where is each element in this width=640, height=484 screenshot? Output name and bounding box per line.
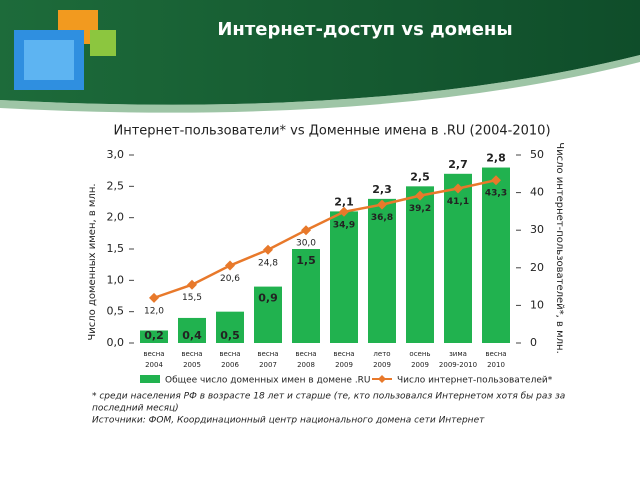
- x-tick-label: весна: [257, 350, 278, 358]
- y-tick-label: 2,5: [107, 179, 125, 192]
- line-value-label: 43,3: [485, 189, 507, 199]
- y-tick-label: 3,0: [107, 148, 125, 161]
- legend-swatch: [140, 375, 160, 383]
- y2-axis-label: Число интернет-пользователей*, в млн.: [554, 142, 565, 354]
- line-marker: [263, 244, 273, 255]
- bar-value-label: 1,5: [296, 254, 316, 267]
- line-value-label: 41,1: [447, 197, 469, 207]
- x-tick-label: весна: [181, 350, 202, 358]
- bar: [482, 167, 510, 343]
- line-value-label: 12,0: [144, 306, 164, 316]
- footnote: последний месяц): [92, 404, 179, 414]
- line-marker: [339, 206, 349, 217]
- x-tick-label: 2004: [145, 361, 163, 369]
- y-tick-label: 1,5: [107, 242, 125, 255]
- x-tick-label: 2006: [221, 361, 239, 369]
- bar-value-label: 2,8: [486, 152, 506, 165]
- y-tick-label: 0,5: [107, 305, 125, 318]
- line-value-label: 34,9: [333, 220, 355, 230]
- line-marker: [491, 175, 501, 186]
- legend-marker: [378, 375, 386, 383]
- line-marker: [225, 260, 235, 271]
- line-marker: [415, 190, 425, 201]
- bar: [368, 198, 396, 343]
- y-axis-label: Число доменных имен, в млн.: [87, 183, 98, 340]
- bar: [254, 286, 282, 343]
- line-value-label: 36,8: [371, 213, 393, 223]
- x-tick-label: весна: [143, 350, 164, 358]
- line-value-label: 20,6: [220, 274, 240, 284]
- bar-value-label: 0,2: [144, 329, 164, 342]
- chart-title: Интернет-пользователи* vs Доменные имена…: [113, 124, 550, 139]
- legend-label: Общее число доменных имен в домене .RU: [165, 376, 371, 386]
- header-band: [0, 0, 640, 105]
- y-tick-label: 2,0: [107, 211, 125, 224]
- footnote: Источники: ФОМ, Координационный центр на…: [92, 416, 485, 426]
- x-tick-label: 2008: [297, 361, 315, 369]
- x-tick-label: весна: [219, 350, 240, 358]
- x-tick-label: 2009: [335, 361, 353, 369]
- y-tick-label: 0,0: [107, 336, 125, 349]
- line-marker: [377, 199, 387, 210]
- bar: [444, 173, 472, 343]
- line-value-label: 30,0: [296, 239, 316, 249]
- x-tick-label: зима: [449, 350, 467, 358]
- bar: [406, 186, 434, 343]
- x-tick-label: 2009: [411, 361, 429, 369]
- y2-tick-label: 50: [530, 148, 544, 161]
- bar-value-label: 0,5: [220, 329, 240, 342]
- page-title: Интернет-доступ vs домены: [217, 19, 512, 40]
- footnote: * среди населения РФ в возрасте 18 лет и…: [92, 392, 565, 402]
- line: [153, 178, 497, 300]
- x-tick-label: весна: [333, 350, 354, 358]
- bar: [140, 330, 168, 343]
- legend-label: Число интернет-пользователей*: [397, 376, 553, 386]
- y-tick-label: 1,0: [107, 273, 125, 286]
- bar-value-label: 2,1: [334, 195, 354, 208]
- line-value-label: 39,2: [409, 204, 431, 214]
- x-tick-label: 2005: [183, 361, 201, 369]
- bar: [330, 211, 358, 343]
- bar-value-label: 0,9: [258, 292, 278, 305]
- y2-tick-label: 20: [530, 261, 544, 274]
- bar: [178, 317, 206, 343]
- y2-tick-label: 30: [530, 223, 544, 236]
- x-tick-label: 2010: [487, 361, 505, 369]
- y2-tick-label: 40: [530, 186, 544, 199]
- x-tick-label: лето: [373, 350, 390, 358]
- bar: [216, 311, 244, 343]
- bar: [292, 249, 320, 343]
- bar-value-label: 2,3: [372, 183, 392, 196]
- x-tick-label: 2009-2010: [439, 361, 477, 369]
- line-marker: [187, 279, 197, 290]
- x-tick-label: 2007: [259, 361, 277, 369]
- x-tick-label: весна: [295, 350, 316, 358]
- bar-value-label: 2,5: [410, 170, 430, 183]
- x-tick-label: 2009: [373, 361, 391, 369]
- line-value-label: 15,5: [182, 293, 202, 303]
- line-marker: [149, 292, 159, 303]
- line-marker: [453, 183, 463, 194]
- line-value-label: 24,8: [258, 258, 278, 268]
- y2-tick-label: 10: [530, 298, 544, 311]
- line-marker: [301, 225, 311, 236]
- y2-tick-label: 0: [530, 336, 537, 349]
- bar-value-label: 2,7: [448, 158, 468, 171]
- header-curve: [0, 55, 640, 113]
- x-tick-label: весна: [485, 350, 506, 358]
- cube-icons: [14, 10, 116, 90]
- x-tick-label: осень: [409, 350, 430, 358]
- bar-value-label: 0,4: [182, 329, 202, 342]
